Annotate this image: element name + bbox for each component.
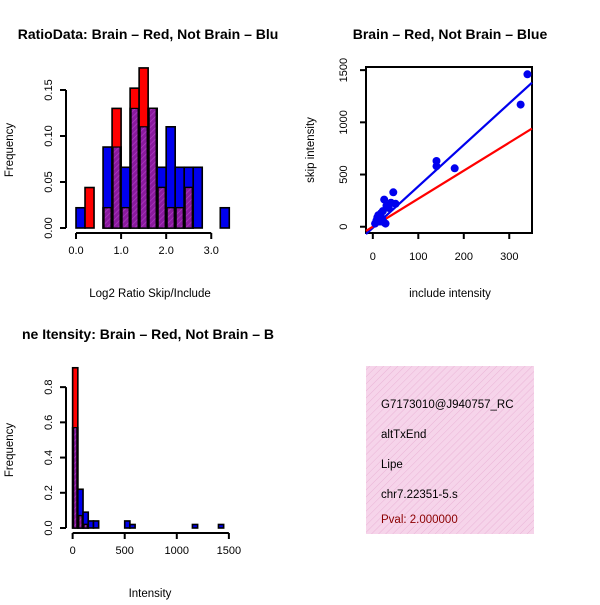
- ratio-histogram-y-tick-label-1: 0.05: [43, 171, 55, 192]
- intensity-histogram-x-tick-label-0: 0: [70, 545, 76, 557]
- intensity-histogram-bar-overlap-1: [78, 515, 83, 529]
- scatter-panel: Brain – Red, Not Brain – Blue 0 100 200 300…: [305, 26, 547, 300]
- scatter-axes: 0 100 200 300 0 500 1000 1500: [338, 58, 518, 263]
- scatter-y-tick-label-2: 1000: [338, 110, 350, 134]
- scatter-y-tick-label-1: 500: [338, 165, 350, 183]
- ratio-histogram-y-tick-label-2: 0.10: [43, 125, 55, 146]
- intensity-histogram-y-tick-label-3: 0.6: [43, 415, 55, 430]
- intensity-histogram-panel: ne Itensity: Brain – Red, Not Brain – B …: [4, 326, 274, 600]
- scatter-ylabel: skip intensity: [305, 117, 317, 183]
- ratio-histogram-x-tick-label-1: 1.0: [113, 245, 128, 257]
- ratio-histogram-bar-brain-1: [84, 186, 95, 229]
- intensity-histogram-y-tick-label-2: 0.4: [43, 450, 55, 465]
- scatter-point-17: [432, 162, 441, 171]
- ratio-histogram-axes: 0.0 1.0 2.0 3.0 0.00 0.05 0.10 0.15: [43, 79, 219, 257]
- ratio-histogram-x-tick-label-0: 0.0: [68, 245, 83, 257]
- ratio-histogram-bar-overlap-4: [112, 146, 121, 229]
- info-location: chr7.22351-5.s: [381, 489, 458, 501]
- ratio-histogram-bar-overlap-8: [148, 107, 157, 229]
- ratio-histogram-bar-overlap-9: [157, 186, 166, 229]
- ratio-histogram-bar-overlap-6: [130, 107, 139, 229]
- ratio-histogram-x-tick-label-3: 3.0: [204, 245, 219, 257]
- intensity-histogram-x-tick-label-2: 1000: [165, 545, 189, 557]
- scatter-title: Brain – Red, Not Brain – Blue: [353, 26, 548, 42]
- scatter-point-9: [380, 195, 389, 204]
- info-panel-background: [366, 366, 534, 534]
- intensity-histogram-bar-not-brain-11: [129, 523, 136, 529]
- info-pval: Pval: 2.000000: [381, 514, 458, 526]
- intensity-histogram-bar-overlap-2: [83, 523, 88, 529]
- scatter-xlabel: include intensity: [409, 288, 491, 300]
- ratio-histogram-bar-not-brain-16: [219, 206, 231, 229]
- intensity-histogram-y-tick-label-0: 0.0: [43, 520, 55, 535]
- info-panel: G7173010@J940757_RC altTxEnd Lipe chr7.2…: [366, 366, 534, 534]
- scatter-y-tick-label-0: 0: [338, 224, 350, 230]
- ratio-histogram-bars: [75, 67, 231, 229]
- scatter-fit-line-not-brain: [365, 81, 533, 235]
- scatter-x-tick-label-1: 100: [409, 251, 427, 263]
- intensity-histogram-x-tick-label-1: 500: [116, 545, 134, 557]
- info-event-type: altTxEnd: [381, 429, 426, 441]
- ratio-histogram-bar-overlap-12: [184, 186, 193, 229]
- ratio-histogram-bar-not-brain-13: [192, 166, 204, 229]
- intensity-histogram-xlabel: Intensity: [129, 588, 172, 600]
- intensity-histogram-bar-not-brain-23: [191, 523, 199, 529]
- scatter-fit-line-brain: [365, 127, 533, 232]
- ratio-histogram-ylabel: Frequency: [4, 123, 16, 178]
- ratio-histogram-y-tick-label-3: 0.15: [43, 79, 55, 100]
- scatter-marks: [365, 70, 533, 235]
- scatter-plot-box: [365, 66, 533, 234]
- intensity-histogram-bar-overlap-0: [73, 427, 78, 529]
- ratio-histogram-panel: RatioData: Brain – Red, Not Brain – Blu …: [4, 26, 278, 300]
- intensity-histogram-bar-not-brain-28: [217, 523, 225, 529]
- ratio-histogram-title: RatioData: Brain – Red, Not Brain – Blu: [18, 26, 279, 42]
- scatter-point-15: [391, 199, 400, 208]
- info-id: G7173010@J940757_RC: [381, 399, 514, 411]
- scatter-point-19: [516, 100, 525, 109]
- intensity-histogram-axes: 0 500 1000 1500 0.0 0.2 0.4 0.6 0.8: [43, 379, 241, 557]
- intensity-histogram-title: ne Itensity: Brain – Red, Not Brain – B: [22, 326, 274, 342]
- scatter-point-14: [389, 188, 398, 197]
- intensity-histogram-y-tick-label-4: 0.8: [43, 379, 55, 394]
- intensity-histogram-bars: [71, 366, 225, 529]
- ratio-histogram-bar-overlap-3: [103, 207, 112, 229]
- scatter-x-tick-label-3: 300: [500, 251, 518, 263]
- ratio-histogram-xlabel: Log2 Ratio Skip/Include: [89, 288, 210, 300]
- ratio-histogram-bar-overlap-11: [175, 207, 184, 229]
- scatter-point-20: [523, 70, 532, 79]
- ratio-histogram-bar-overlap-5: [121, 207, 130, 229]
- intensity-histogram-bar-not-brain-4: [92, 520, 100, 529]
- ratio-histogram-bar-overlap-7: [139, 126, 148, 229]
- intensity-histogram-x-tick-label-3: 1500: [217, 545, 241, 557]
- ratio-histogram-x-tick-label-2: 2.0: [159, 245, 174, 257]
- ratio-histogram-bar-overlap-10: [166, 207, 175, 229]
- scatter-point-10: [381, 219, 390, 228]
- intensity-histogram-y-tick-label-1: 0.2: [43, 485, 55, 500]
- info-gene: Lipe: [381, 459, 403, 471]
- scatter-x-tick-label-2: 200: [455, 251, 473, 263]
- scatter-x-tick-label-0: 0: [370, 251, 376, 263]
- scatter-point-18: [450, 164, 459, 173]
- scatter-y-tick-label-3: 1500: [338, 58, 350, 82]
- ratio-histogram-bar-not-brain-0: [75, 206, 86, 229]
- intensity-histogram-ylabel: Frequency: [4, 423, 16, 478]
- ratio-histogram-y-tick-label-0: 0.00: [43, 217, 55, 238]
